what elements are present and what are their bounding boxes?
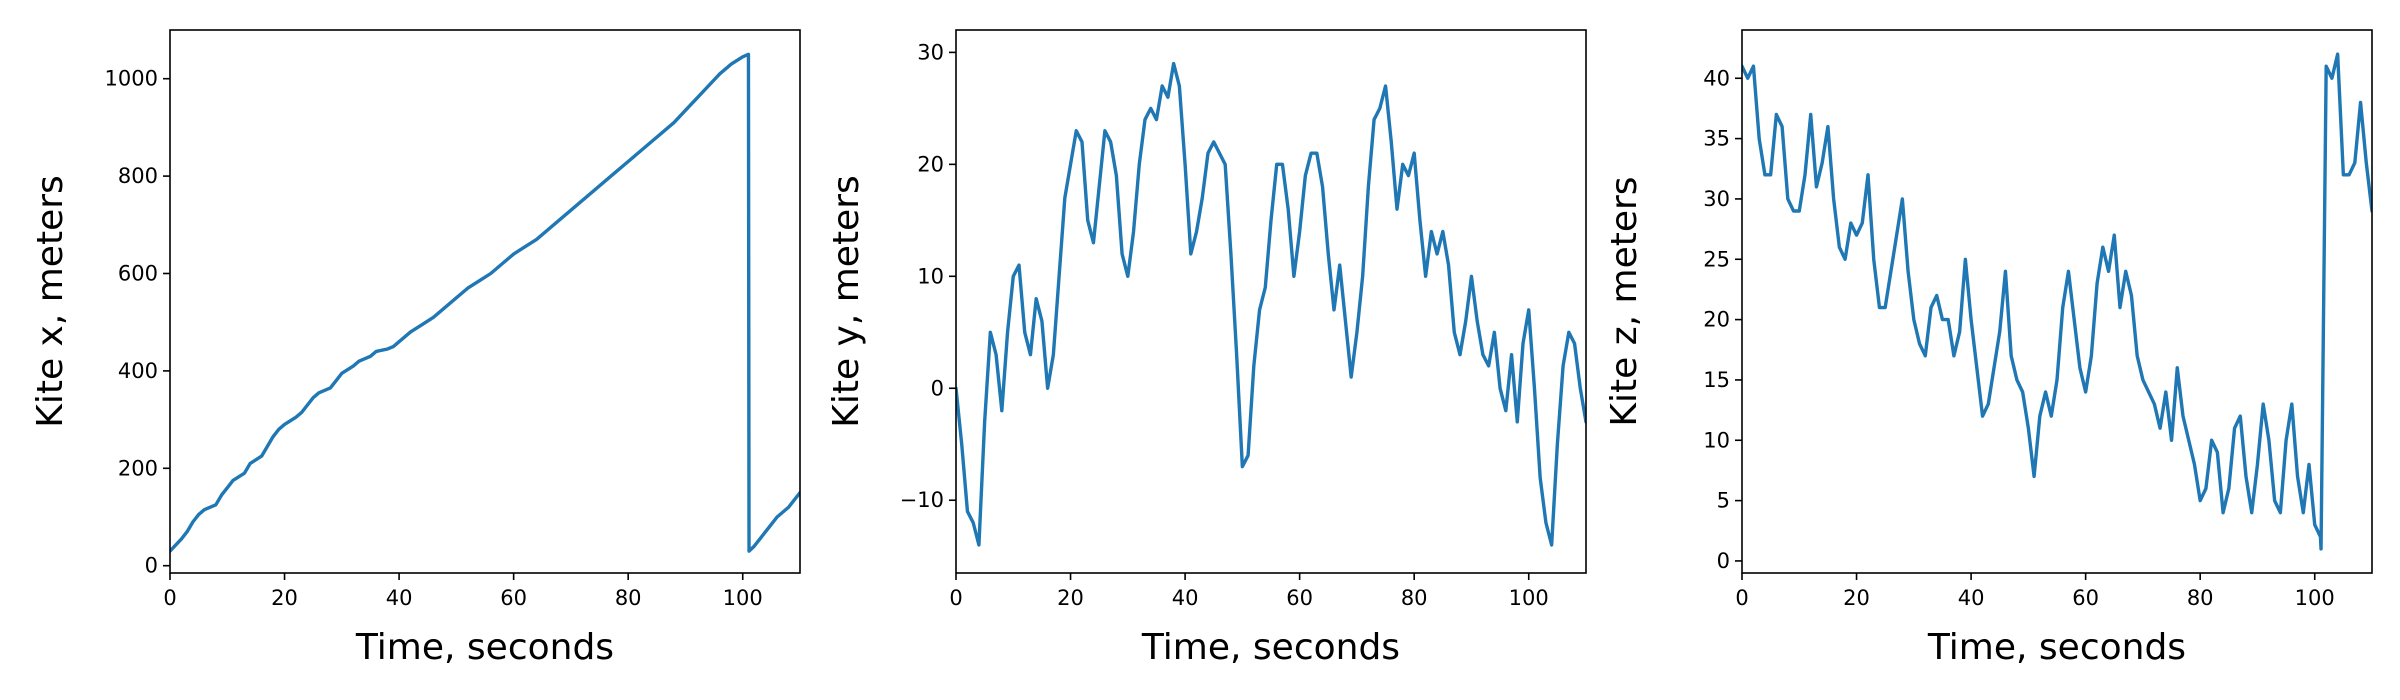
x-tick-label: 0: [1735, 586, 1748, 610]
y-tick-label: 600: [118, 261, 158, 285]
y-tick-label: 200: [118, 456, 158, 480]
x-tick-label: 20: [1057, 586, 1084, 610]
y-axis-label: Kite z, meters: [1604, 176, 1645, 426]
x-tick-label: 100: [2295, 586, 2335, 610]
y-tick-label: 25: [1703, 247, 1730, 271]
x-tick-label: 40: [1958, 586, 1985, 610]
x-tick-label: 60: [2072, 586, 2099, 610]
series-line-3: [1742, 52, 2372, 551]
y-tick-label: −10: [900, 488, 944, 512]
y-tick-label: 0: [145, 554, 158, 578]
series-line-1: [170, 52, 800, 553]
y-tick-label: 0: [931, 376, 944, 400]
x-tick-label: 20: [1843, 586, 1870, 610]
y-tick-label: 35: [1703, 127, 1730, 151]
y-tick-label: 30: [917, 40, 944, 64]
x-tick-label: 100: [1509, 586, 1549, 610]
y-tick-label: 10: [917, 264, 944, 288]
chart-panel-3: 0 20 40 60 80 100 0 5 10 15 20 25 30 35 40 Time, second…: [1604, 29, 2373, 668]
x-tick-label: 80: [615, 586, 642, 610]
y-tick-label: 20: [1703, 308, 1730, 332]
y-tick-label: 15: [1703, 368, 1730, 392]
x-axis-label: Time, seconds: [1141, 627, 1400, 668]
y-tick-label: 0: [1717, 549, 1730, 573]
x-axis-label: Time, seconds: [355, 627, 614, 668]
x-tick-label: 100: [723, 586, 763, 610]
x-tick-label: 40: [386, 586, 413, 610]
chart-panel-2: 0 20 40 60 80 100 −10 0 10 20 30 Time, seconds Kite …: [826, 29, 1587, 668]
plot-frame-1: [169, 29, 801, 574]
x-axis-label: Time, seconds: [1927, 627, 2186, 668]
y-tick-label: 40: [1703, 66, 1730, 90]
y-axis-label: Kite y, meters: [826, 175, 867, 428]
y-tick-label: 800: [118, 164, 158, 188]
x-tick-label: 0: [163, 586, 176, 610]
plot-frame-3: [1741, 29, 2373, 574]
y-axis-label: Kite x, meters: [30, 175, 71, 428]
x-tick-label: 80: [1401, 586, 1428, 610]
y-tick-label: 400: [118, 359, 158, 383]
x-tick-label: 20: [271, 586, 298, 610]
x-tick-label: 0: [949, 586, 962, 610]
y-tick-label: 5: [1717, 489, 1730, 513]
x-tick-label: 80: [2187, 586, 2214, 610]
y-tick-label: 30: [1703, 187, 1730, 211]
y-tick-label: 20: [917, 152, 944, 176]
plot-frame-2: [955, 29, 1587, 574]
y-tick-label: 1000: [105, 67, 158, 91]
series-line-2: [956, 61, 1586, 547]
y-tick-label: 10: [1703, 428, 1730, 452]
x-tick-label: 60: [500, 586, 527, 610]
x-tick-label: 40: [1172, 586, 1199, 610]
x-tick-label: 60: [1286, 586, 1313, 610]
